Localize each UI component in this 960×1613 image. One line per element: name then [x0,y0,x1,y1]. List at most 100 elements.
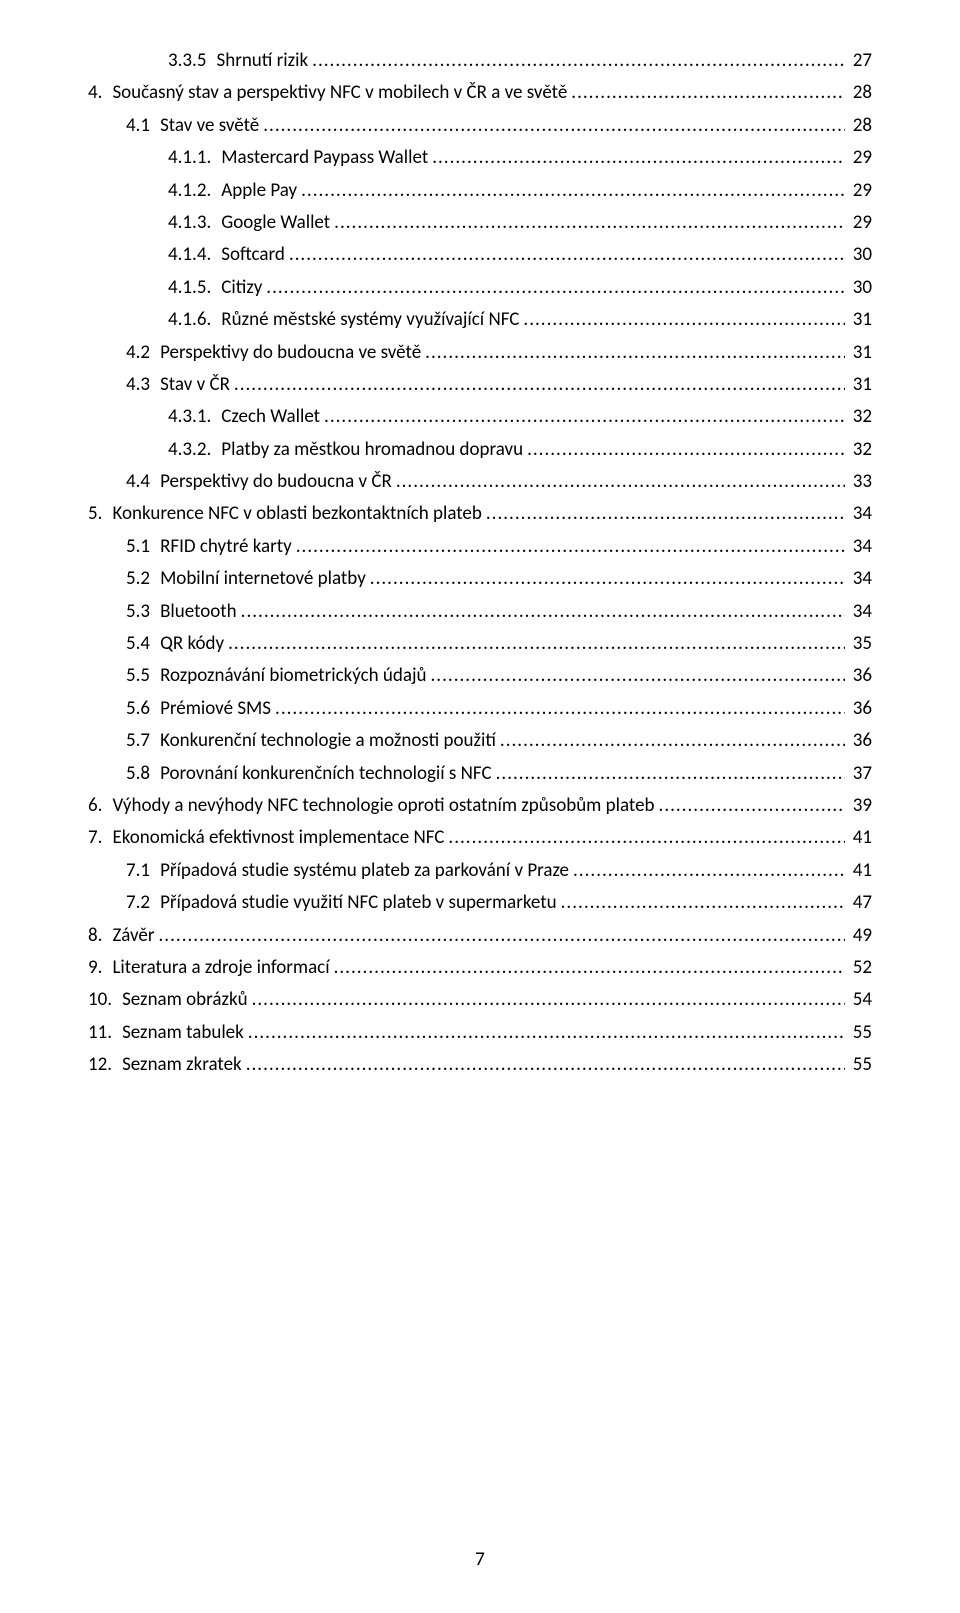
toc-entry: 5.5Rozpoznávání biometrických údajů 36 [88,661,872,691]
toc-entry-number: 4.3 [126,370,160,400]
toc-entry-title: QR kódy [160,629,224,659]
toc-dot-leader [289,240,845,270]
toc-dot-leader [523,305,844,335]
toc-entry-number: 5.7 [126,726,160,756]
toc-entry-title: Google Wallet [221,208,330,238]
toc-entry: 4.1.5.Citizy30 [88,273,872,303]
toc-entry-title: Výhody a nevýhody NFC technologie oproti… [112,791,654,821]
toc-entry: 7.Ekonomická efektivnost implementace NF… [88,823,872,853]
toc-dot-leader [425,338,845,368]
toc-entry-page: 28 [849,111,872,141]
toc-entry-page: 36 [849,694,872,724]
toc-entry: 4.3Stav v ČR 31 [88,370,872,400]
toc-entry-number: 4.1.4. [168,240,221,270]
toc-entry-number: 5.3 [126,597,160,627]
toc-entry-number: 9. [88,953,112,983]
toc-entry-title: Seznam zkratek [122,1050,242,1080]
toc-dot-leader [324,402,845,432]
toc-entry: 5.2Mobilní internetové platby34 [88,564,872,594]
toc-entry-number: 4.1.1. [168,143,221,173]
toc-entry: 4.1.2.Apple Pay 29 [88,176,872,206]
toc-entry-number: 5.2 [126,564,160,594]
toc-entry-page: 52 [849,953,872,983]
toc-entry-number: 8. [88,921,112,951]
toc-entry-title: Czech Wallet [221,402,320,432]
toc-entry-number: 4.1.6. [168,305,221,335]
toc-entry-title: Seznam obrázků [122,985,248,1015]
toc-entry-number: 5.8 [126,759,160,789]
toc-entry-page: 34 [849,597,872,627]
toc-entry: 4.3.2.Platby za městkou hromadnou doprav… [88,435,872,465]
toc-entry-title: Stav ve světě [160,111,259,141]
toc-entry-number: 4.1.5. [168,273,221,303]
toc-entry-page: 32 [849,402,872,432]
toc-entry: 4.1.4.Softcard30 [88,240,872,270]
toc-entry-title: Apple Pay [221,176,297,206]
toc-entry-page: 35 [849,629,872,659]
toc-dot-leader [486,499,845,529]
toc-entry-title: Případová studie systému plateb za parko… [160,856,569,886]
toc-entry-page: 27 [849,46,872,76]
toc-entry-page: 37 [849,759,872,789]
toc-entry-number: 4.1.2. [168,176,221,206]
toc-entry-page: 36 [849,661,872,691]
toc-entry-number: 10. [88,985,122,1015]
toc-dot-leader [334,953,845,983]
toc-entry-page: 33 [849,467,872,497]
toc-dot-leader [312,46,845,76]
toc-entry: 5.8Porovnání konkurenčních technologií s… [88,759,872,789]
toc-dot-leader [431,661,845,691]
table-of-contents: 3.3.5Shrnutí rizik 274.Současný stav a pe… [88,46,872,1081]
toc-entry-title: Seznam tabulek [122,1018,244,1048]
toc-entry-page: 39 [849,791,872,821]
toc-entry: 6.Výhody a nevýhody NFC technologie opro… [88,791,872,821]
toc-entry-number: 5.1 [126,532,160,562]
toc-entry-title: Porovnání konkurenčních technologií s NF… [160,759,492,789]
toc-entry-title: Shrnutí rizik [216,46,308,76]
toc-entry: 5.7Konkurenční technologie a možnosti po… [88,726,872,756]
toc-entry-page: 31 [849,370,872,400]
toc-entry-title: Rozpoznávání biometrických údajů [160,661,426,691]
toc-dot-leader [500,726,845,756]
toc-entry: 4.Současný stav a perspektivy NFC v mobi… [88,78,872,108]
toc-dot-leader [448,823,844,853]
toc-entry-page: 55 [849,1050,872,1080]
toc-entry-number: 12. [88,1050,122,1080]
toc-entry-page: 36 [849,726,872,756]
toc-entry-number: 5.5 [126,661,160,691]
toc-dot-leader [432,143,845,173]
toc-dot-leader [263,111,844,141]
toc-entry-title: Stav v ČR [160,370,230,400]
toc-entry-page: 54 [849,985,872,1015]
toc-dot-leader [266,273,844,303]
toc-entry: 5.3Bluetooth34 [88,597,872,627]
toc-entry-page: 34 [849,564,872,594]
toc-entry-title: Mastercard Paypass Wallet [221,143,428,173]
toc-entry-page: 29 [849,176,872,206]
toc-entry-page: 55 [849,1018,872,1048]
toc-dot-leader [275,694,845,724]
toc-entry: 5.4QR kódy35 [88,629,872,659]
toc-entry: 4.4Perspektivy do budoucna v ČR33 [88,467,872,497]
toc-dot-leader [396,467,845,497]
toc-entry-page: 28 [849,78,872,108]
toc-entry: 10.Seznam obrázků 54 [88,985,872,1015]
toc-entry-number: 3.3.5 [168,46,216,76]
toc-entry-number: 4. [88,78,112,108]
toc-entry-page: 31 [849,338,872,368]
toc-entry-title: Perspektivy do budoucna v ČR [160,467,392,497]
toc-entry-page: 32 [849,435,872,465]
toc-entry-title: Závěr [112,921,154,951]
toc-dot-leader [496,759,845,789]
toc-dot-leader [241,597,845,627]
toc-entry-page: 41 [849,823,872,853]
toc-entry: 7.1Případová studie systému plateb za pa… [88,856,872,886]
toc-entry-page: 41 [849,856,872,886]
toc-entry-title: RFID chytré karty [160,532,292,562]
toc-entry-title: Případová studie využití NFC plateb v su… [160,888,557,918]
toc-entry-number: 5.6 [126,694,160,724]
toc-entry-page: 47 [849,888,872,918]
toc-entry: 4.3.1.Czech Wallet32 [88,402,872,432]
toc-entry: 5.6Prémiové SMS36 [88,694,872,724]
toc-entry-page: 29 [849,143,872,173]
